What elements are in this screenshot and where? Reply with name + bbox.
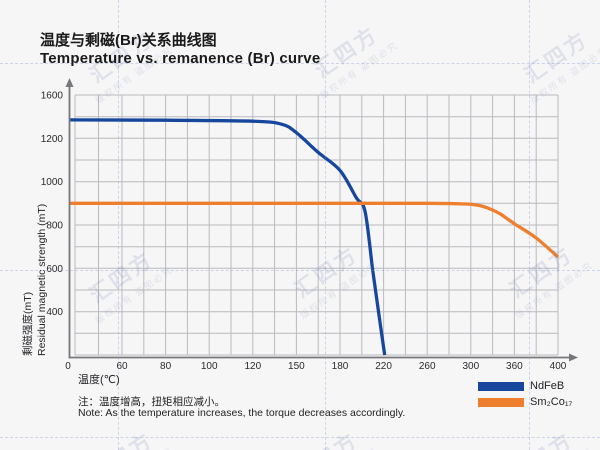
y-axis-arrow-icon: [65, 78, 74, 87]
legend-item-ndfeb: NdFeB: [478, 380, 572, 392]
y-tick-label: 1000: [41, 177, 64, 188]
x-tick-label: 400: [550, 361, 567, 372]
x-tick-label: 60: [116, 361, 128, 372]
page-title-en: Temperature vs. remanence (Br) curve: [40, 50, 321, 67]
grid: [74, 94, 559, 356]
legend-label-sm2co17: Sm₂Co₁₇: [530, 396, 573, 408]
x-axis-arrow-icon: [569, 353, 578, 362]
x-tick-label: 150: [288, 361, 305, 372]
page-title-zh: 温度与剩磁(Br)关系曲线图: [40, 32, 217, 49]
x-tick-label: 0: [65, 361, 71, 372]
y-tick-label: 400: [46, 307, 63, 318]
x-tick-label: 180: [332, 361, 349, 372]
y-tick-label: 600: [46, 264, 63, 275]
legend-label-ndfeb: NdFeB: [530, 380, 565, 392]
y-axis-title-en: Residual magnetic strength (mT): [36, 203, 48, 356]
legend-item-sm2co17: Sm₂Co₁₇: [478, 396, 573, 408]
x-tick-label: 300: [462, 361, 479, 372]
y-axis-title-zh: 剩磁强度(mT): [22, 291, 34, 356]
x-tick-label: 360: [506, 361, 523, 372]
x-tick-label: 220: [375, 361, 392, 372]
y-tick-label: 1600: [41, 91, 64, 102]
x-tick-label: 120: [244, 361, 261, 372]
series-line-ndfeb: [69, 118, 387, 356]
x-tick-label: 260: [419, 361, 436, 372]
note-en: Note: As the temperature increases, the …: [78, 407, 406, 419]
y-tick-label: 1200: [41, 134, 64, 145]
legend-swatch-sm2co17: [478, 397, 524, 407]
note-zh: 注：温度增高，扭矩相应减小。: [78, 396, 225, 408]
x-axis-title: 温度(℃): [78, 374, 120, 386]
x-tick-label: 100: [201, 361, 218, 372]
series-line-smco: [70, 201, 560, 259]
chart-legend: NdFeB Sm₂Co₁₇: [478, 381, 572, 413]
legend-swatch-ndfeb: [478, 381, 524, 391]
y-tick-label: 800: [46, 221, 63, 232]
x-tick-label: 80: [160, 361, 172, 372]
